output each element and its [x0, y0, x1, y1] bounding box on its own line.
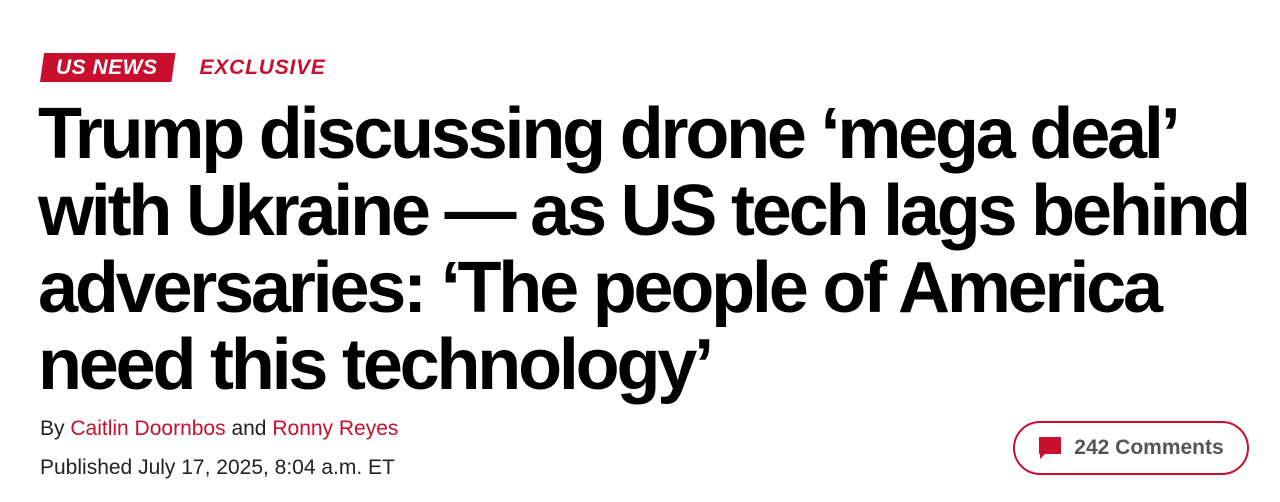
published-date: Published July 17, 2025, 8:04 a.m. ET [40, 456, 395, 479]
headline: Trump discussing drone ‘mega deal’ with … [38, 94, 1251, 405]
headline-line: need this technology’ [38, 325, 714, 405]
headline-line: Trump discussing drone ‘mega deal’ [38, 94, 1181, 174]
comments-button[interactable]: 242 Comments [1013, 421, 1249, 475]
kicker: US NEWS EXCLUSIVE [40, 53, 326, 82]
author-link[interactable]: Caitlin Doornbos [70, 417, 226, 440]
byline-prefix: By [40, 417, 65, 440]
author-link[interactable]: Ronny Reyes [272, 417, 399, 440]
headline-line: with Ukraine — as US tech lags behind [38, 171, 1251, 251]
byline: By Caitlin Doornbos and Ronny Reyes [40, 417, 398, 441]
comments-count-label: 242 Comments [1074, 436, 1224, 459]
exclusive-label: EXCLUSIVE [199, 55, 326, 79]
comment-bubble-icon [1039, 437, 1062, 459]
headline-line: adversaries: ‘The people of America [38, 248, 1163, 328]
byline-conjunction: and [231, 417, 267, 440]
section-tag-us-news[interactable]: US NEWS [40, 53, 176, 82]
